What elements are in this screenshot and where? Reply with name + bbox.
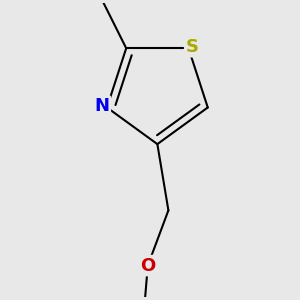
Text: N: N bbox=[94, 97, 109, 115]
Text: S: S bbox=[186, 38, 199, 56]
Text: O: O bbox=[140, 256, 155, 274]
